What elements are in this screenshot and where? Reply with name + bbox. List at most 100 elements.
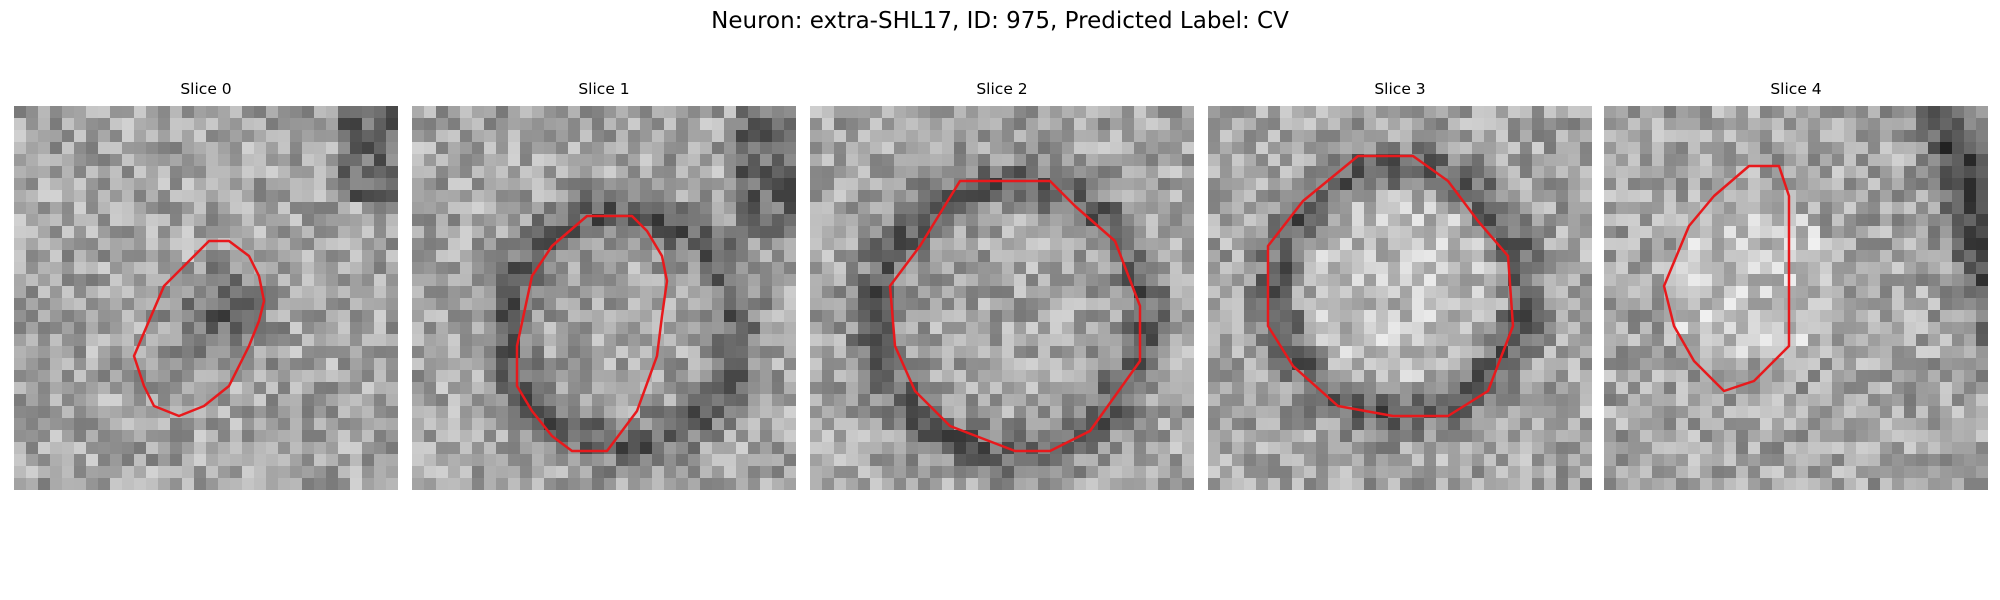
pixel-cell (1688, 370, 1700, 382)
pixel-cell (1268, 202, 1280, 214)
pixel-cell (460, 202, 472, 214)
pixel-cell (26, 478, 38, 490)
pixel-cell (1146, 274, 1158, 286)
pixel-cell (640, 250, 652, 262)
pixel-cell (218, 406, 230, 418)
pixel-cell (748, 202, 760, 214)
pixel-cell (1544, 310, 1556, 322)
pixel-cell (1568, 190, 1580, 202)
pixel-cell (1628, 190, 1640, 202)
pixel-cell (592, 298, 604, 310)
pixel-cell (50, 322, 62, 334)
pixel-cell (628, 226, 640, 238)
pixel-cell (1340, 202, 1352, 214)
pixel-cell (508, 322, 520, 334)
pixel-cell (158, 394, 170, 406)
pixel-cell (50, 190, 62, 202)
pixel-cell (520, 226, 532, 238)
pixel-cell (484, 166, 496, 178)
pixel-cell (1628, 382, 1640, 394)
pixel-cell (206, 298, 218, 310)
pixel-cell (870, 466, 882, 478)
pixel-cell (1170, 238, 1182, 250)
pixel-cell (338, 322, 350, 334)
pixel-cell (954, 382, 966, 394)
pixel-cell (1832, 190, 1844, 202)
pixel-cell (1388, 466, 1400, 478)
pixel-cell (930, 442, 942, 454)
pixel-cell (1328, 430, 1340, 442)
pixel-cell (1182, 406, 1194, 418)
pixel-cell (990, 478, 1002, 490)
pixel-cell (362, 298, 374, 310)
pixel-cell (1652, 166, 1664, 178)
pixel-cell (1002, 310, 1014, 322)
pixel-cell (1316, 346, 1328, 358)
pixel-cell (1568, 478, 1580, 490)
pixel-cell (1736, 238, 1748, 250)
pixel-cell (242, 106, 254, 118)
pixel-cell (1676, 154, 1688, 166)
pixel-cell (1664, 394, 1676, 406)
pixel-cell (1014, 358, 1026, 370)
pixel-cell (206, 118, 218, 130)
pixel-cell (412, 370, 424, 382)
pixel-cell (302, 142, 314, 154)
pixel-cell (1796, 238, 1808, 250)
contour-outline-1 (515, 214, 669, 453)
pixel-cell (1244, 358, 1256, 370)
pixel-cell (1448, 274, 1460, 286)
pixel-cell (520, 142, 532, 154)
pixel-cell (1964, 262, 1976, 274)
pixel-cell (254, 154, 266, 166)
pixel-cell (1146, 442, 1158, 454)
pixel-cell (1098, 478, 1110, 490)
pixel-cell (38, 250, 50, 262)
pixel-cell (736, 274, 748, 286)
pixel-cell (1460, 382, 1472, 394)
pixel-cell (1928, 418, 1940, 430)
pixel-cell (1640, 118, 1652, 130)
pixel-cell (460, 106, 472, 118)
pixel-cell (158, 142, 170, 154)
pixel-cell (616, 238, 628, 250)
pixel-cell (894, 118, 906, 130)
pixel-cell (1964, 406, 1976, 418)
pixel-cell (1736, 310, 1748, 322)
pixel-cell (1724, 202, 1736, 214)
pixel-cell (1050, 154, 1062, 166)
pixel-cell (362, 466, 374, 478)
pixel-cell (1688, 130, 1700, 142)
pixel-cell (894, 406, 906, 418)
pixel-cell (98, 274, 110, 286)
pixel-cell (1014, 250, 1026, 262)
pixel-cell (700, 478, 712, 490)
pixel-cell (436, 226, 448, 238)
pixel-cell (38, 430, 50, 442)
pixel-cell (302, 478, 314, 490)
pixel-cell (1472, 274, 1484, 286)
pixel-cell (870, 178, 882, 190)
pixel-cell (1304, 154, 1316, 166)
pixel-cell (386, 166, 398, 178)
pixel-cell (736, 118, 748, 130)
pixel-cell (194, 214, 206, 226)
pixel-cell (290, 106, 302, 118)
pixel-cell (1134, 190, 1146, 202)
pixel-cell (98, 238, 110, 250)
pixel-cell (436, 178, 448, 190)
pixel-cell (1400, 130, 1412, 142)
pixel-cell (1062, 178, 1074, 190)
pixel-cell (110, 154, 122, 166)
pixel-cell (1050, 382, 1062, 394)
pixel-cell (1376, 334, 1388, 346)
pixel-cell (1280, 226, 1292, 238)
pixel-cell (1928, 322, 1940, 334)
pixel-cell (846, 310, 858, 322)
pixel-cell (1412, 214, 1424, 226)
pixel-cell (882, 478, 894, 490)
pixel-cell (1316, 106, 1328, 118)
pixel-cell (1268, 442, 1280, 454)
pixel-cell (834, 250, 846, 262)
pixel-cell (1472, 298, 1484, 310)
